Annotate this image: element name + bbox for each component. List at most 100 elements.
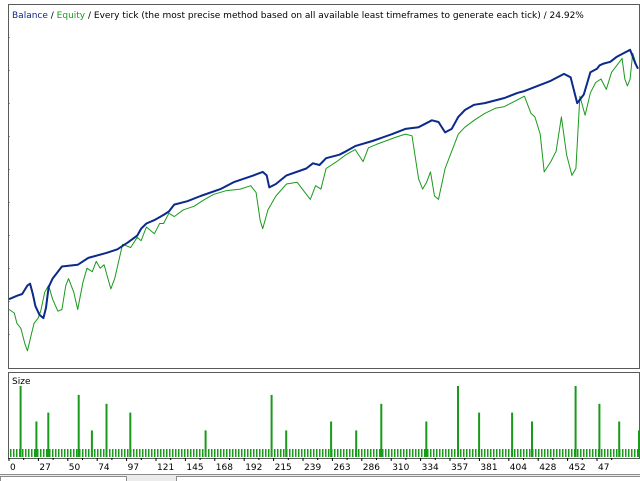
size-bar	[136, 449, 138, 457]
size-bar	[394, 449, 396, 457]
size-bar	[481, 449, 483, 457]
size-spike	[638, 430, 640, 457]
size-bar	[625, 449, 627, 457]
size-bar	[364, 449, 366, 457]
size-bar	[622, 449, 624, 457]
size-bar	[409, 449, 411, 457]
size-bar	[67, 449, 69, 457]
size-bar	[436, 449, 438, 457]
size-bars	[10, 386, 640, 458]
size-spike	[330, 421, 333, 457]
size-bar	[160, 449, 162, 457]
size-bar	[418, 449, 420, 457]
size-bar	[253, 449, 255, 457]
size-bar	[103, 449, 105, 457]
size-bar	[34, 449, 36, 457]
size-bar	[367, 449, 369, 457]
size-bar	[115, 449, 117, 457]
size-bar	[502, 449, 504, 457]
x-tick-label: 334	[422, 463, 439, 473]
size-bar	[613, 449, 615, 457]
x-tick-label: 404	[510, 463, 527, 473]
size-bar	[292, 449, 294, 457]
size-bar	[64, 449, 66, 457]
size-bar	[379, 449, 381, 457]
size-bar	[52, 449, 54, 457]
x-tick-label: 310	[392, 463, 409, 473]
series-line-equity	[8, 52, 639, 352]
size-bar	[229, 449, 231, 457]
size-spike	[380, 403, 383, 458]
size-bar	[391, 449, 393, 457]
size-bar	[529, 449, 531, 457]
size-bar	[496, 449, 498, 457]
size-bar	[397, 449, 399, 457]
x-tick-label: 97	[128, 463, 139, 473]
size-spike	[19, 386, 22, 457]
size-bar	[307, 449, 309, 457]
size-bar	[463, 449, 465, 457]
size-bar	[58, 449, 60, 457]
size-bar	[31, 449, 33, 457]
size-bar	[178, 449, 180, 457]
size-spike	[204, 430, 207, 457]
size-bar	[244, 449, 246, 457]
size-bar	[40, 449, 42, 457]
size-bar	[358, 449, 360, 457]
size-spike	[270, 394, 273, 457]
x-axis: 0 27 50 74 97 121 145 168 192 215 239 263 286 310 334 3…	[8, 458, 613, 473]
size-bar	[334, 449, 336, 457]
size-bar	[430, 449, 432, 457]
size-spike	[531, 421, 533, 457]
size-bar	[610, 449, 612, 457]
bottom-tab-right[interactable]	[176, 476, 640, 481]
size-bar	[211, 449, 213, 457]
size-bar	[280, 449, 282, 457]
size-bar	[196, 449, 198, 457]
size-bar	[595, 449, 597, 457]
bottom-tab-left[interactable]	[0, 476, 127, 481]
size-bar	[415, 449, 417, 457]
size-bar	[580, 449, 582, 457]
x-tick-label: 50	[69, 463, 81, 473]
size-spike	[47, 412, 50, 457]
size-bar	[142, 449, 144, 457]
size-bar	[385, 449, 387, 457]
size-bar	[145, 449, 147, 457]
series-line-balance	[8, 48, 639, 320]
size-bar	[382, 449, 384, 457]
size-bar	[304, 449, 306, 457]
size-bar	[403, 449, 405, 457]
size-spike	[511, 412, 514, 457]
size-bar	[76, 449, 78, 457]
size-bar	[295, 449, 297, 457]
size-bar	[154, 449, 156, 457]
size-bar	[514, 449, 516, 457]
size-bar	[256, 449, 258, 457]
size-panel	[8, 372, 640, 459]
size-bar	[49, 449, 51, 457]
size-spike	[129, 412, 132, 457]
size-bar	[298, 449, 300, 457]
size-bar	[262, 449, 264, 457]
x-tick-label: 0	[10, 463, 16, 473]
size-bar	[577, 449, 579, 457]
size-bar	[628, 449, 630, 457]
size-bar	[526, 449, 528, 457]
size-bar	[472, 449, 474, 457]
size-bar	[586, 449, 588, 457]
size-bar	[433, 449, 435, 457]
size-bar	[508, 449, 510, 457]
x-tick-label: 168	[216, 463, 233, 473]
size-panel-label: Size	[12, 377, 31, 387]
size-bar	[616, 449, 618, 457]
x-tick-label: 215	[275, 463, 292, 473]
size-bar	[166, 449, 168, 457]
size-bar	[46, 449, 48, 457]
size-bar	[61, 449, 63, 457]
size-bar	[247, 449, 249, 457]
size-bar	[538, 449, 540, 457]
size-bar	[475, 449, 477, 457]
size-bar	[604, 449, 606, 457]
